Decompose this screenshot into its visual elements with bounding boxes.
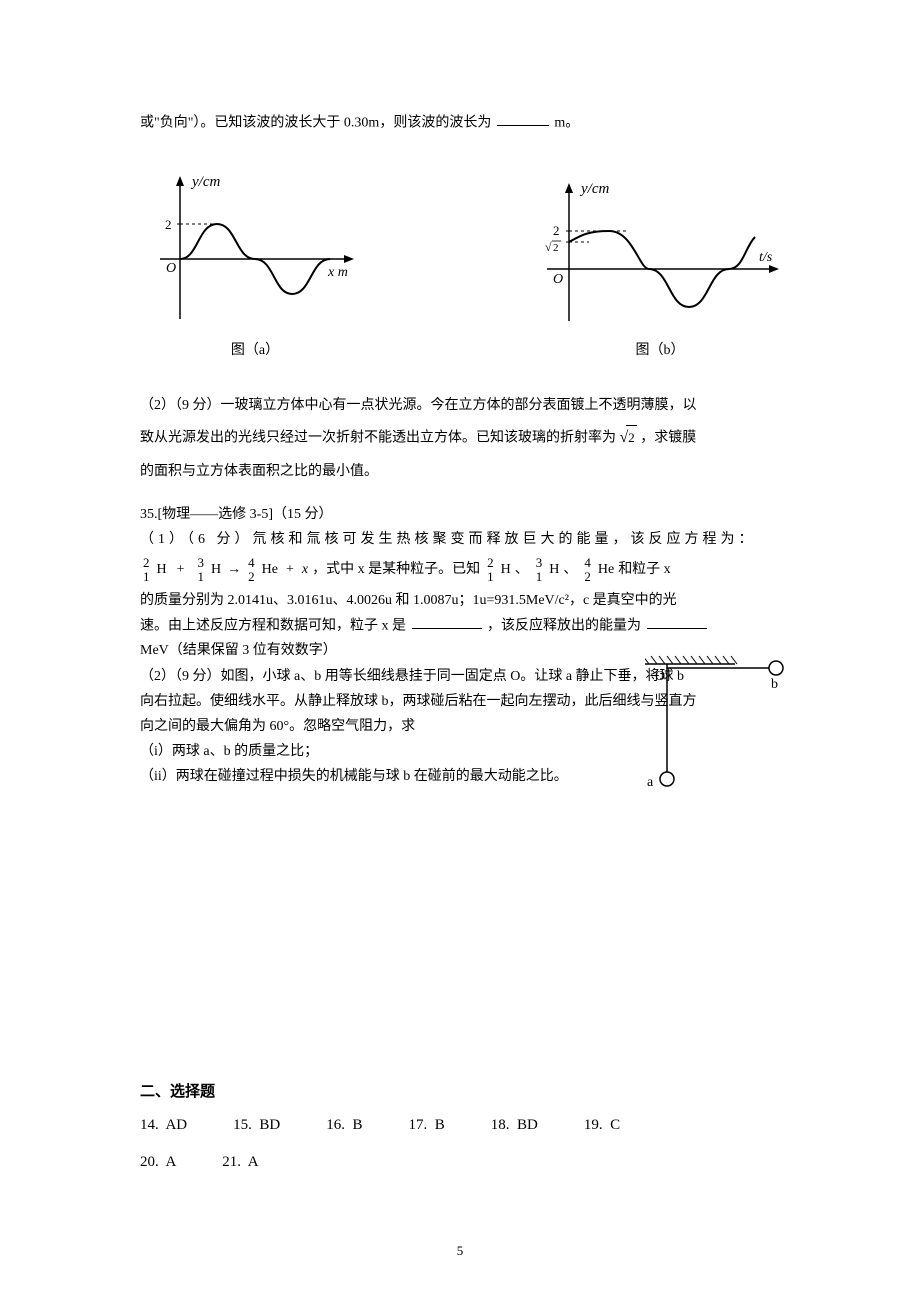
q34-2-post: ，求镀膜 — [640, 431, 696, 446]
ans-20: 20. A — [140, 1149, 176, 1176]
label-a: a — [647, 775, 654, 790]
q34-2-pre: 致从光源发出的光线只经过一次折射不能透出立方体。已知该玻璃的折射率为 — [140, 431, 616, 446]
ans-18: 18. BD — [491, 1112, 538, 1139]
figb-ytick2-val: 2 — [553, 242, 559, 254]
figb-origin: O — [553, 272, 563, 287]
q35-p1-intro: （1）（6 分）氘核和氚核可发生热核聚变而释放巨大的能量，该反应方程为： — [140, 527, 785, 552]
ceiling-hatch — [645, 656, 737, 664]
plus2: + — [286, 557, 294, 582]
sym-h3b: H — [549, 557, 559, 582]
q34-2: （2）（9 分）一玻璃立方体中心有一点状光源。今在立方体的部分表面镀上不透明薄膜… — [140, 393, 785, 418]
sqrt-2: √2 — [620, 424, 637, 453]
answers-row-2: 20. A 21. A — [140, 1149, 785, 1176]
iso-h2: 2 1 — [143, 556, 150, 583]
q35-header: 35.[物理——选修 3-5]（15 分） — [140, 502, 785, 527]
answers-header: 二、选择题 — [140, 1079, 785, 1106]
answers-row-1: 14. AD 15. BD 16. B 17. B 18. BD 19. — [140, 1112, 785, 1139]
particle-x: x — [302, 557, 308, 582]
q34-2-l1: （2）（9 分）一玻璃立方体中心有一点状光源。今在立方体的部分表面镀上不透明薄膜… — [140, 398, 697, 413]
figb-caption: 图（b） — [535, 338, 785, 363]
figa-ylabel: y/cm — [190, 174, 220, 190]
iso-h3b: 3 1 — [536, 556, 543, 583]
page-number: 5 — [0, 1239, 920, 1262]
q35-q-pre: 速。由上述反应方程和数据可知，粒子 x 是 — [140, 618, 406, 633]
figa-ytick: 2 — [165, 217, 172, 232]
sym-h2: H — [157, 557, 167, 582]
sep1: 、 — [515, 557, 529, 582]
wave-figures: y/cm x m 2 O 图（a） y/cm t/ — [140, 164, 785, 363]
sym-h2b: H — [501, 557, 511, 582]
arrow: → — [227, 557, 241, 582]
figb-xlabel: t/s — [759, 250, 773, 265]
plus1: + — [177, 557, 185, 582]
q35-p1-q: 速。由上述反应方程和数据可知，粒子 x 是 ，该反应释放出的能量为 — [140, 613, 785, 639]
answers-section: 二、选择题 14. AD 15. BD 16. B 17. B 18. BD — [140, 1079, 785, 1176]
figa-xlabel: x m — [327, 265, 348, 280]
label-O: O — [655, 669, 665, 684]
sym-h3: H — [211, 557, 221, 582]
blank-particle — [412, 613, 482, 629]
iso-he4: 4 2 — [248, 556, 255, 583]
figb-ytick1: 2 — [553, 223, 560, 238]
top-prefix: 或"负向"）。已知该波的波长大于 0.30m，则该波的波长为 — [140, 115, 491, 130]
label-b: b — [771, 677, 778, 692]
sep2: 、 — [563, 557, 577, 582]
ans-15: 15. BD — [233, 1112, 280, 1139]
mid-text: ，式中 x 是某种粒子。已知 — [312, 557, 480, 582]
continuation-para: 或"负向"）。已知该波的波长大于 0.30m，则该波的波长为 m。 — [140, 110, 785, 136]
blank-energy — [647, 613, 707, 629]
figure-b-svg: y/cm t/s 2 √ 2 O — [535, 179, 785, 334]
sym-he4: He — [262, 557, 278, 582]
q35-part2: （2）（9 分）如图，小球 a、b 用等长细线悬挂于同一固定点 O。让球 a 静… — [140, 664, 785, 790]
figure-a-svg: y/cm x m 2 O — [150, 164, 360, 334]
q34-2-l2: 致从光源发出的光线只经过一次折射不能透出立方体。已知该玻璃的折射率为 √2 ，求… — [140, 424, 785, 453]
tail: 和粒子 x — [618, 557, 671, 582]
top-suffix: m。 — [554, 115, 579, 130]
blank-wavelength — [497, 110, 549, 126]
ans-17: 17. B — [408, 1112, 444, 1139]
figure-a: y/cm x m 2 O 图（a） — [150, 164, 360, 363]
figb-ytick2-sqrt: √ — [545, 240, 552, 254]
iso-h2b: 2 1 — [487, 556, 494, 583]
iso-h3: 3 1 — [198, 556, 205, 583]
ans-14: 14. AD — [140, 1112, 187, 1139]
q35-q-mid: ，该反应释放出的能量为 — [487, 618, 641, 633]
figa-origin: O — [166, 261, 176, 276]
sym-he4b: He — [598, 557, 614, 582]
q34-2-l3: 的面积与立方体表面积之比的最小值。 — [140, 459, 785, 484]
figure-b: y/cm t/s 2 √ 2 O 图（b） — [535, 179, 785, 363]
ans-21: 21. A — [222, 1149, 258, 1176]
ans-16: 16. B — [326, 1112, 362, 1139]
figb-ylabel: y/cm — [579, 181, 609, 197]
reaction-equation: 2 1 H + 3 1 H → 4 2 He + x ，式中 x 是某种粒子。已… — [140, 556, 785, 583]
masses-line: 的质量分别为 2.0141u、3.0161u、4.0026u 和 1.0087u… — [140, 588, 785, 613]
ans-19: 19. C — [584, 1112, 620, 1139]
figa-caption: 图（a） — [150, 338, 360, 363]
pendulum-svg: O a b — [645, 654, 785, 794]
iso-he4b: 4 2 — [584, 556, 591, 583]
